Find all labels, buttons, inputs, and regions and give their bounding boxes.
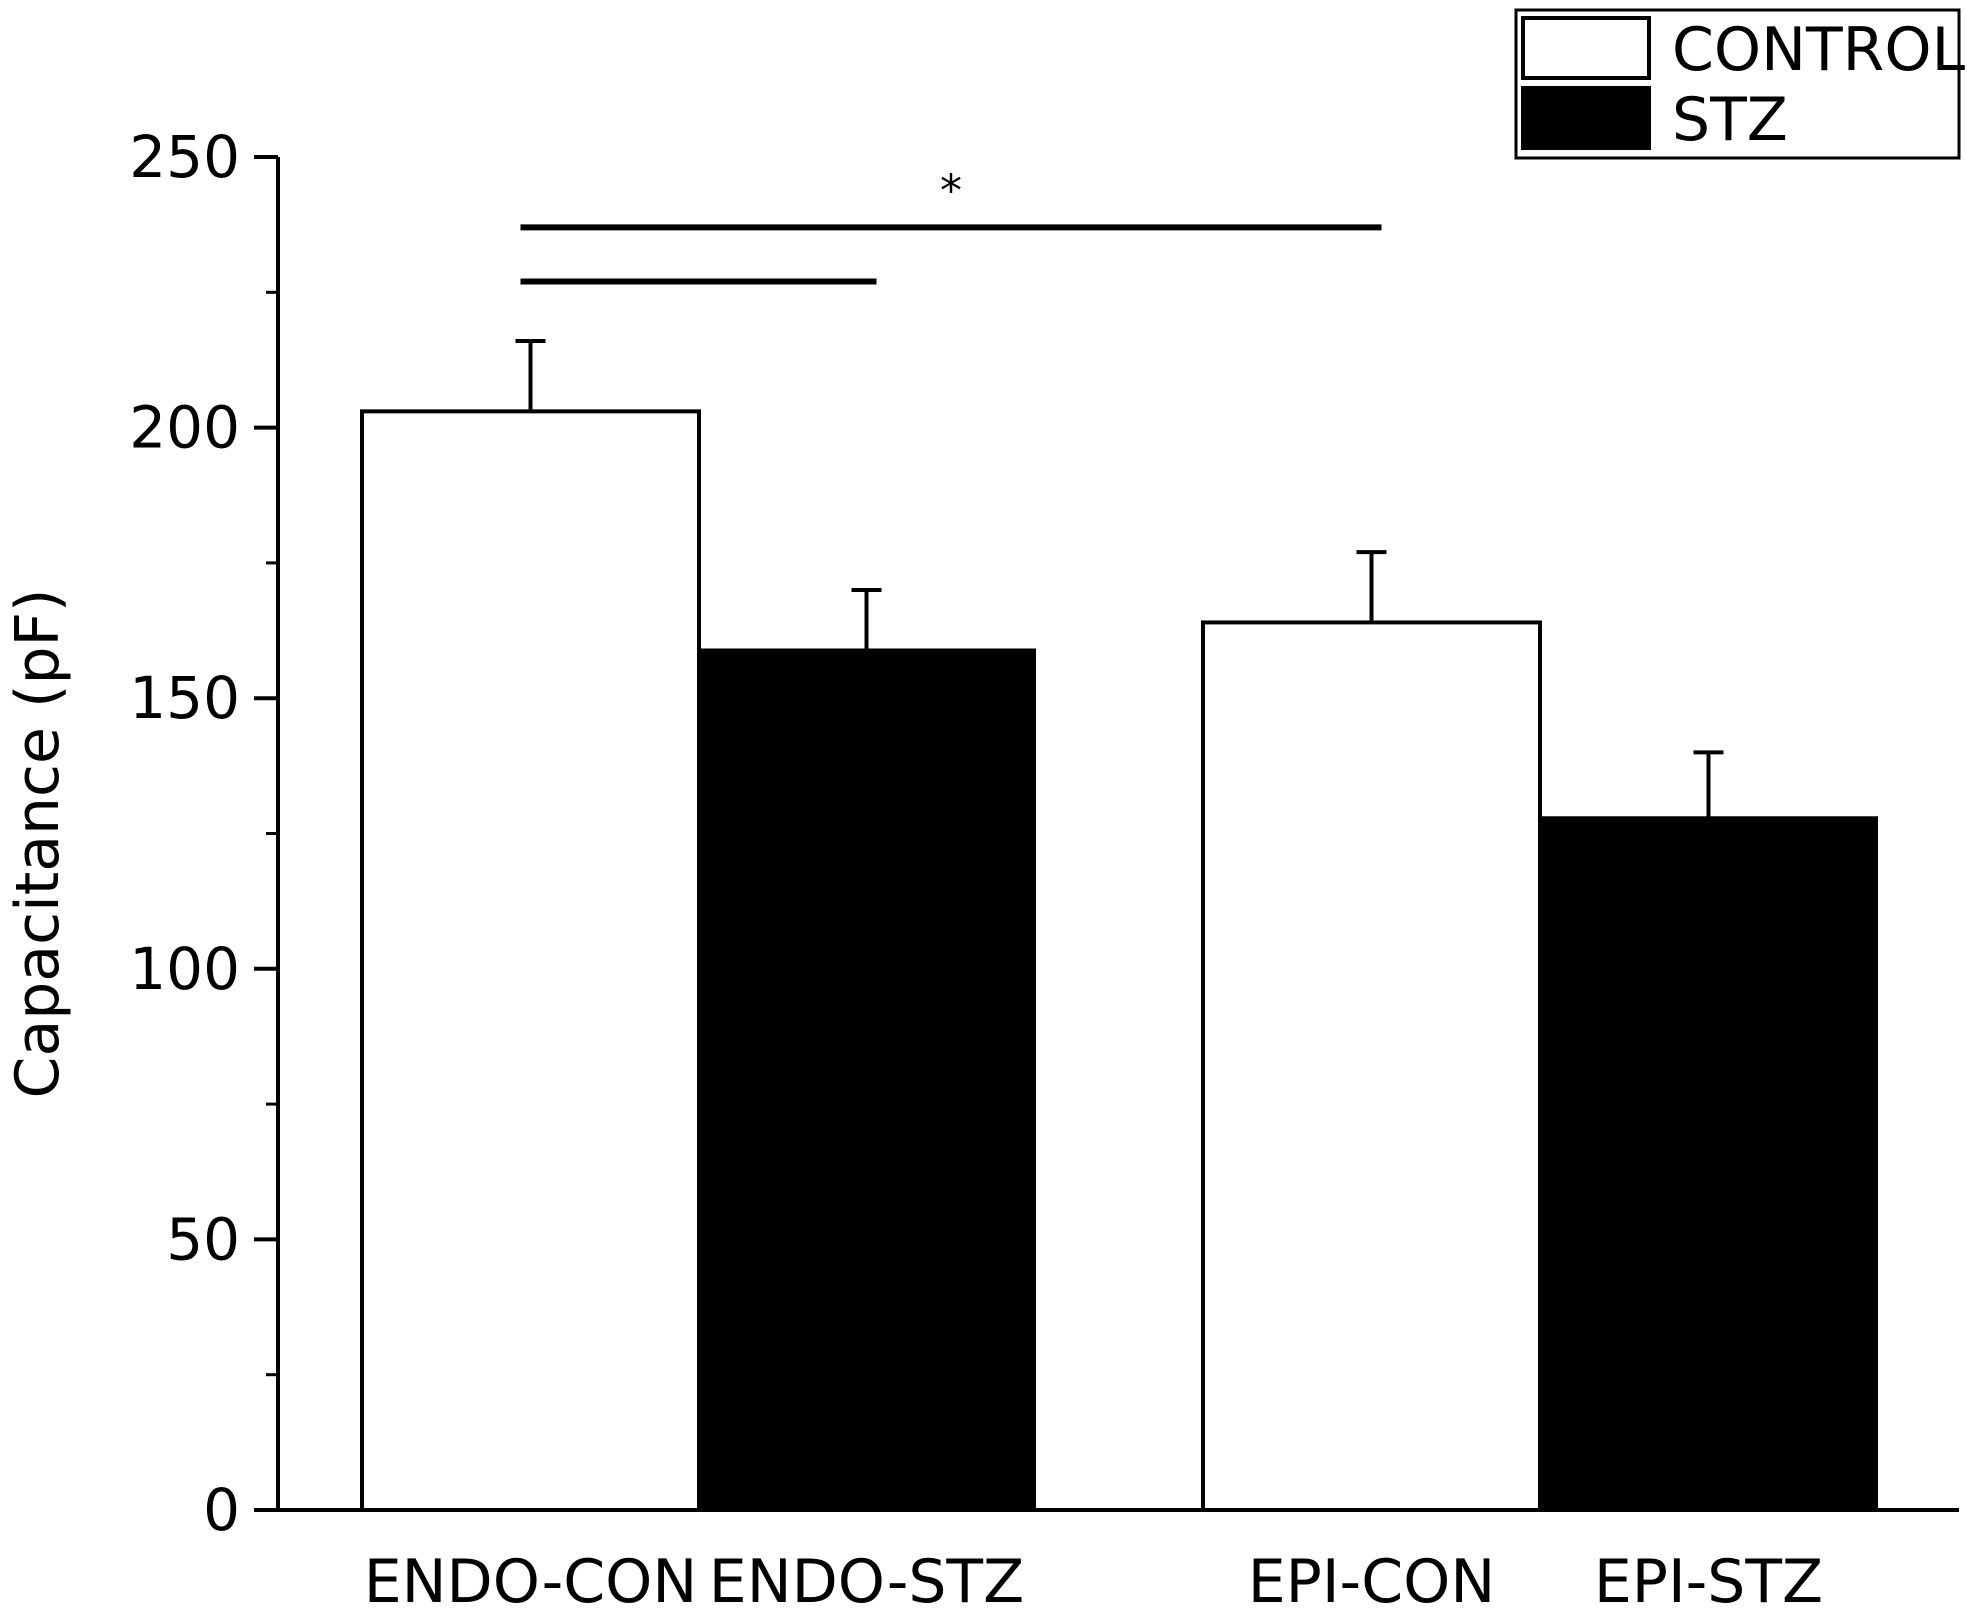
y-tick-label: 250 bbox=[129, 123, 240, 191]
legend-swatch-control bbox=[1521, 16, 1651, 80]
x-category-label: EPI-STZ bbox=[1594, 1547, 1823, 1617]
significance-layer: * bbox=[520, 165, 1382, 285]
bar-endo-con bbox=[360, 409, 701, 1512]
y-tick-label: 150 bbox=[129, 664, 240, 732]
legend-label: CONTROL bbox=[1672, 15, 1966, 85]
bar-epi-stz bbox=[1539, 816, 1878, 1511]
y-tick-label: 200 bbox=[129, 394, 240, 462]
legend-label: STZ bbox=[1672, 85, 1788, 155]
bar-epi-con bbox=[1201, 620, 1542, 1512]
x-category-label: EPI-CON bbox=[1248, 1547, 1495, 1617]
axis-layer: 0 50 100 150 200 250 ENDO-CON ENDO-STZ EPI-CON EP… bbox=[129, 123, 1959, 1617]
legend-swatch-stz bbox=[1521, 86, 1651, 150]
y-tick-label: 0 bbox=[203, 1476, 240, 1544]
significance-marker: * bbox=[940, 165, 962, 216]
bar-endo-stz bbox=[697, 648, 1036, 1511]
x-category-label: ENDO-STZ bbox=[709, 1547, 1024, 1617]
y-axis-title: Capacitance (pF) bbox=[3, 589, 73, 1099]
x-category-label: ENDO-CON bbox=[364, 1547, 698, 1617]
y-tick-label: 100 bbox=[129, 935, 240, 1003]
y-tick-label: 50 bbox=[166, 1205, 240, 1273]
error-bars-layer bbox=[515, 339, 1724, 818]
bars-layer bbox=[360, 409, 1878, 1512]
